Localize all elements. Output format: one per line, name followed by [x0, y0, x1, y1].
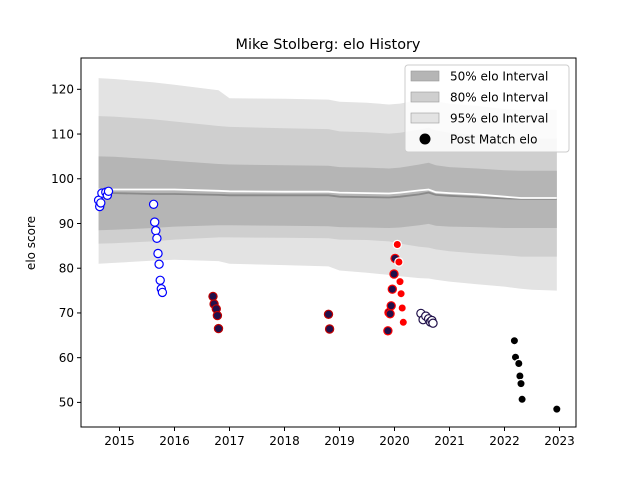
legend-50-swatch [410, 70, 440, 82]
data-point [387, 284, 397, 294]
x-axis: 2015 2016 2017 2018 2019 2020 2021 2022 2023 [104, 427, 575, 448]
y-axis-label: elo score [24, 216, 38, 270]
x-tick-label: 2015 [104, 434, 135, 448]
x-tick-label: 2017 [214, 434, 245, 448]
x-tick-label: 2016 [159, 434, 190, 448]
data-point [396, 289, 406, 299]
series-1 [208, 291, 335, 334]
y-axis: 50 60 70 80 90 100 110 120 [51, 83, 81, 410]
data-point [509, 336, 520, 346]
data-point [154, 259, 164, 269]
data-point [155, 275, 165, 285]
data-point [552, 404, 562, 414]
median-line [98, 191, 557, 200]
data-point [516, 378, 526, 389]
data-point [398, 317, 408, 327]
data-point [153, 248, 163, 259]
x-tick-label: 2021 [434, 434, 465, 448]
data-point [383, 326, 393, 336]
data-point [324, 324, 335, 334]
x-tick-label: 2023 [544, 434, 575, 448]
x-tick-label: 2022 [489, 434, 520, 448]
data-point [212, 310, 223, 321]
data-point [157, 287, 168, 298]
x-tick-label: 2019 [324, 434, 355, 448]
data-point [151, 225, 161, 236]
legend-80-swatch [410, 91, 440, 103]
legend-50-label: 50% elo Interval [450, 69, 548, 83]
legend-80-label: 80% elo Interval [450, 90, 548, 104]
y-tick-label: 60 [59, 351, 74, 365]
x-tick-label: 2020 [379, 434, 410, 448]
series-3 [392, 239, 408, 327]
mean-line [98, 188, 557, 199]
series-0 [93, 186, 168, 298]
y-tick-label: 100 [51, 172, 74, 186]
data-point [392, 239, 402, 250]
data-point [397, 303, 407, 313]
data-point [213, 323, 224, 334]
x-tick-label: 2018 [269, 434, 300, 448]
data-point [428, 318, 438, 328]
y-tick-label: 80 [59, 262, 74, 276]
data-point [385, 309, 395, 319]
data-point [395, 276, 405, 287]
data-point [149, 217, 160, 227]
data-point [152, 233, 162, 243]
data-point [148, 199, 159, 209]
y-tick-label: 70 [59, 306, 74, 320]
series-5 [509, 336, 562, 414]
data-point [323, 309, 334, 319]
series-2 [383, 253, 400, 336]
y-tick-label: 50 [59, 396, 74, 410]
data-point [515, 371, 525, 381]
data-point [389, 269, 399, 279]
legend-post-match-label: Post Match elo [450, 132, 537, 146]
y-tick-label: 120 [51, 83, 74, 97]
data-point [96, 198, 106, 208]
data-point [517, 394, 527, 404]
legend: 50% elo Interval 80% elo Interval 95% elo … [404, 64, 570, 153]
data-point [208, 291, 218, 302]
legend-post-match-swatch [419, 133, 431, 145]
plot-frame [80, 57, 577, 428]
series-4 [416, 308, 438, 328]
band-50 [98, 156, 557, 231]
legend-box [404, 64, 570, 153]
y-tick-label: 110 [51, 127, 74, 141]
data-point [394, 257, 404, 267]
data-point [103, 186, 114, 196]
legend-95-swatch [410, 112, 440, 124]
legend-95-label: 95% elo Interval [450, 111, 548, 125]
y-tick-label: 90 [59, 217, 74, 231]
data-point [386, 301, 396, 311]
data-point [514, 358, 524, 369]
chart-title: Mike Stolberg: elo History [236, 37, 421, 53]
